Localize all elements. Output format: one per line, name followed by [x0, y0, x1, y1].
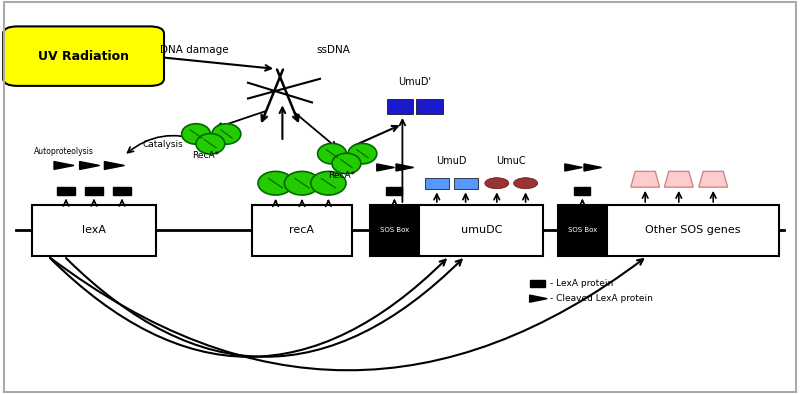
FancyBboxPatch shape	[419, 205, 543, 256]
Ellipse shape	[514, 178, 538, 189]
Text: - LexA protein: - LexA protein	[550, 279, 614, 288]
Polygon shape	[664, 171, 693, 187]
Ellipse shape	[258, 171, 294, 195]
Text: Other SOS genes: Other SOS genes	[646, 225, 741, 236]
FancyBboxPatch shape	[3, 26, 164, 86]
FancyBboxPatch shape	[558, 205, 607, 256]
FancyBboxPatch shape	[607, 205, 779, 256]
Ellipse shape	[318, 143, 346, 164]
Text: Autoproteolysis: Autoproteolysis	[34, 147, 94, 156]
Text: SOS Box: SOS Box	[380, 227, 409, 234]
Bar	[454, 178, 478, 189]
Polygon shape	[79, 162, 99, 169]
Ellipse shape	[310, 171, 346, 195]
Text: ssDNA: ssDNA	[316, 45, 350, 55]
Ellipse shape	[196, 134, 225, 154]
Ellipse shape	[285, 171, 320, 195]
Ellipse shape	[182, 124, 210, 144]
FancyBboxPatch shape	[252, 205, 352, 256]
Ellipse shape	[348, 143, 377, 164]
Text: - Cleaved LexA protein: - Cleaved LexA protein	[550, 294, 654, 303]
Ellipse shape	[332, 153, 361, 174]
Text: recA: recA	[290, 225, 314, 236]
Text: UmuD': UmuD'	[398, 77, 431, 87]
Text: UmuC: UmuC	[496, 156, 526, 166]
FancyBboxPatch shape	[370, 205, 419, 256]
Text: lexA: lexA	[82, 225, 106, 236]
Bar	[58, 187, 75, 195]
Bar	[86, 187, 102, 195]
Text: RecA*: RecA*	[192, 151, 219, 160]
Polygon shape	[565, 164, 582, 171]
Text: RecA*: RecA*	[328, 171, 355, 180]
Polygon shape	[104, 162, 125, 169]
Polygon shape	[54, 162, 74, 169]
Text: Catalysis: Catalysis	[142, 140, 183, 149]
Polygon shape	[630, 171, 659, 187]
Bar	[425, 178, 449, 189]
Bar	[417, 99, 443, 114]
Polygon shape	[530, 295, 547, 302]
Bar	[387, 99, 413, 114]
Bar	[530, 280, 545, 287]
Text: SOS Box: SOS Box	[568, 227, 597, 234]
Polygon shape	[699, 171, 728, 187]
Text: umuDC: umuDC	[461, 225, 502, 236]
Bar	[386, 187, 402, 195]
Text: UmuD: UmuD	[436, 156, 466, 166]
Text: DNA damage: DNA damage	[160, 45, 229, 55]
FancyBboxPatch shape	[32, 205, 156, 256]
Text: UV Radiation: UV Radiation	[38, 50, 129, 63]
Polygon shape	[584, 164, 602, 171]
Polygon shape	[396, 164, 414, 171]
Polygon shape	[377, 164, 394, 171]
Bar	[574, 187, 590, 195]
Ellipse shape	[485, 178, 509, 189]
Bar	[114, 187, 130, 195]
Ellipse shape	[212, 124, 241, 144]
